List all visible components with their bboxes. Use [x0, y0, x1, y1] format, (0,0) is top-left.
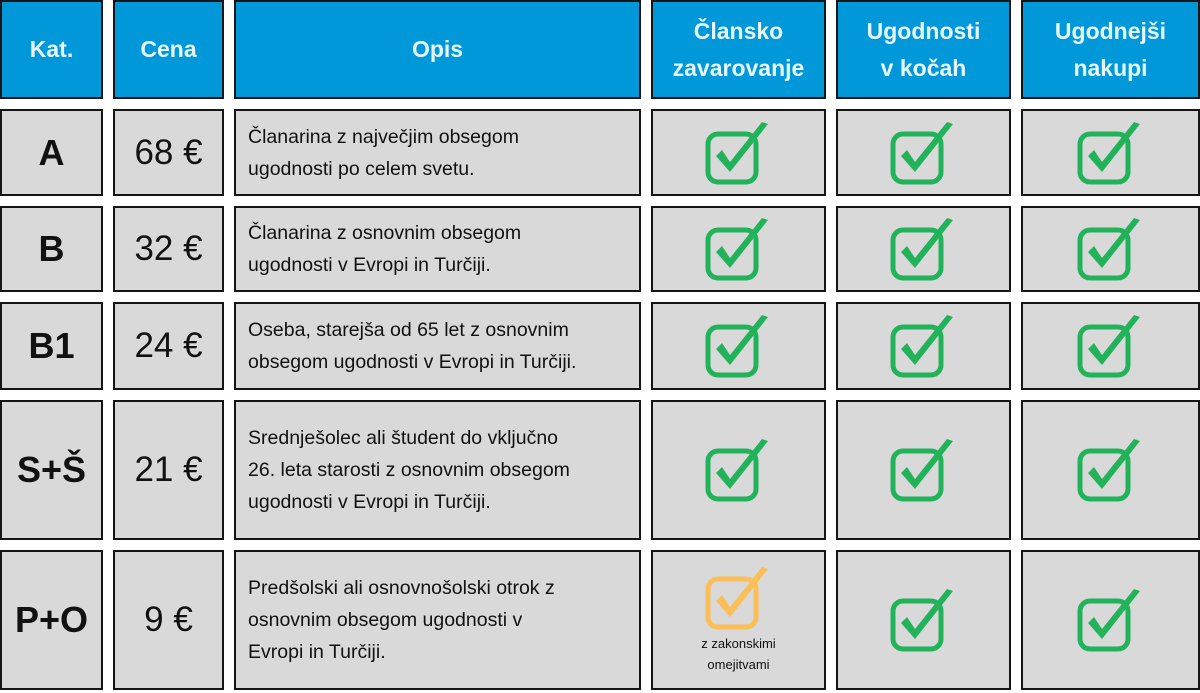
- text-line: Članarina z osnovnim obsegom: [248, 222, 522, 244]
- text-line: Oseba, starejša od 65 let z osnovnim: [248, 319, 569, 341]
- checkmark-icon: [890, 589, 953, 652]
- description-cell: Srednješolec ali študent do vključno 26. …: [234, 400, 641, 540]
- text-line: ugodnosti v Evropi in Turčiji.: [248, 491, 491, 513]
- text-line: Ugodnosti: [866, 17, 981, 44]
- benefit-cell: [836, 302, 1011, 390]
- benefit-cell: [836, 400, 1011, 540]
- price-cell: 68 €: [113, 109, 224, 196]
- text-line: Srednješolec ali študent do vključno: [248, 427, 559, 449]
- checkmark-icon: [1077, 315, 1140, 378]
- checkmark-icon: [705, 121, 768, 184]
- benefit-cell: [651, 302, 826, 390]
- benefit-cell: z zakonskimi omejitvami: [651, 550, 826, 690]
- text-line: Člansko: [693, 17, 784, 44]
- benefit-cell: [1021, 206, 1200, 292]
- benefit-cell: [1021, 550, 1200, 690]
- text-line: z zakonskimi: [701, 636, 776, 651]
- checkmark-icon: [890, 439, 953, 502]
- checkmark-icon: [705, 439, 768, 502]
- checkmark-icon: [1077, 218, 1140, 281]
- text-line: Opis: [411, 36, 464, 62]
- checkmark-icon: [1077, 589, 1140, 652]
- text-line: Predšolski ali osnovnošolski otrok z: [248, 577, 555, 599]
- checkmark-icon: [890, 315, 953, 378]
- text-line: osnovnim obsegom ugodnosti v: [248, 609, 523, 631]
- benefit-cell: [651, 400, 826, 540]
- checkmark-icon: [1077, 121, 1140, 184]
- text-line: 26. leta starosti z osnovnim obsegom: [248, 459, 570, 481]
- price-cell: 24 €: [113, 302, 224, 390]
- benefit-cell: [1021, 109, 1200, 196]
- category-cell: B: [0, 206, 103, 292]
- price-cell: 21 €: [113, 400, 224, 540]
- category-cell: B1: [0, 302, 103, 390]
- limitation-note: z zakonskimi omejitvami: [701, 633, 775, 675]
- description-cell: Oseba, starejša od 65 let z osnovnim obse…: [234, 302, 641, 390]
- text-line: ugodnosti po celem svetu.: [248, 157, 475, 180]
- header-cell: Člansko zavarovanje: [651, 0, 826, 99]
- text-line: ugodnosti v Evropi in Turčiji.: [248, 254, 491, 276]
- checkmark-icon: [705, 218, 768, 281]
- benefit-cell: [836, 206, 1011, 292]
- text-line: Evropi in Turčiji.: [248, 641, 386, 663]
- text-line: Članarina z največjim obsegom: [248, 125, 519, 148]
- benefit-cell: [651, 206, 826, 292]
- text-line: Ugodnejši: [1054, 17, 1167, 44]
- description-cell: Članarina z največjim obsegom ugodnosti p…: [234, 109, 641, 196]
- benefit-cell: [836, 109, 1011, 196]
- price-cell: 9 €: [113, 550, 224, 690]
- benefit-cell: [1021, 302, 1200, 390]
- checkmark-icon: [1077, 439, 1140, 502]
- checkmark-icon: [890, 121, 953, 184]
- header-cell: Ugodnejši nakupi: [1021, 0, 1200, 99]
- benefit-cell: [836, 550, 1011, 690]
- description-cell: Članarina z osnovnim obsegom ugodnosti v …: [234, 206, 641, 292]
- text-line: nakupi: [1073, 54, 1148, 81]
- category-cell: S+Š: [0, 400, 103, 540]
- checkmark-icon: [890, 218, 953, 281]
- header-cell: Ugodnosti v kočah: [836, 0, 1011, 99]
- limited-checkmark-icon: [705, 567, 768, 630]
- text-line: obsegom ugodnosti v Evropi in Turčiji.: [248, 351, 577, 373]
- checkmark-icon: [705, 315, 768, 378]
- text-line: Kat.: [29, 36, 74, 62]
- header-cell: Opis: [234, 0, 641, 99]
- category-cell: P+O: [0, 550, 103, 690]
- benefit-cell: [1021, 400, 1200, 540]
- price-cell: 32 €: [113, 206, 224, 292]
- text-line: omejitvami: [707, 657, 770, 672]
- description-cell: Predšolski ali osnovnošolski otrok z osno…: [234, 550, 641, 690]
- text-line: Cena: [140, 36, 197, 62]
- text-line: v kočah: [880, 54, 967, 81]
- header-cell: Kat.: [0, 0, 103, 99]
- benefit-cell: [651, 109, 826, 196]
- header-cell: Cena: [113, 0, 224, 99]
- category-cell: A: [0, 109, 103, 196]
- text-line: zavarovanje: [672, 54, 805, 81]
